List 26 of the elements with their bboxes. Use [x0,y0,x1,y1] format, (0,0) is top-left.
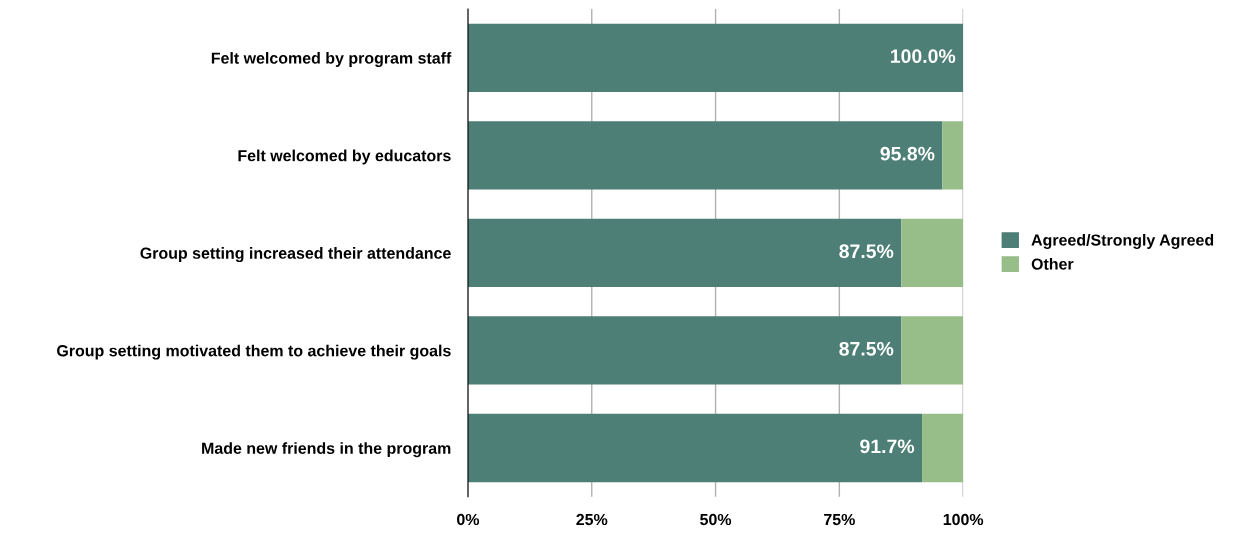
x-tick-label: 100% [943,513,984,526]
bar [467,316,902,385]
x-tick-label: 50% [700,513,732,526]
bar [942,121,964,190]
x-tick-label: 75% [824,513,855,526]
bar [467,121,943,190]
y-tick-label: Felt welcomed by program staff [211,52,452,67]
bar [467,413,923,483]
legend-label: Agreed/Strongly Agreed [1031,233,1214,249]
x-tick-label: 25% [576,513,608,526]
y-tick-label: Group setting motivated them to achieve their goals [57,344,451,360]
data-label: 100.0% [891,49,956,64]
data-label: 95.8% [880,146,935,161]
bar [901,218,964,288]
y-tick-label: Felt welcomed by educators [238,149,451,165]
data-label: 91.7% [860,439,915,454]
bar [467,218,902,288]
bar [922,413,964,483]
x-tick-label: 0% [457,513,480,526]
data-label: 87.5% [839,244,894,259]
legend-label: Other [1031,257,1074,270]
bar [901,316,964,385]
bar [467,23,964,92]
data-label: 87.5% [839,341,894,356]
y-tick-label: Made new friends in the program [202,442,451,458]
y-tick-label: Group setting increased their attendance [140,247,451,263]
